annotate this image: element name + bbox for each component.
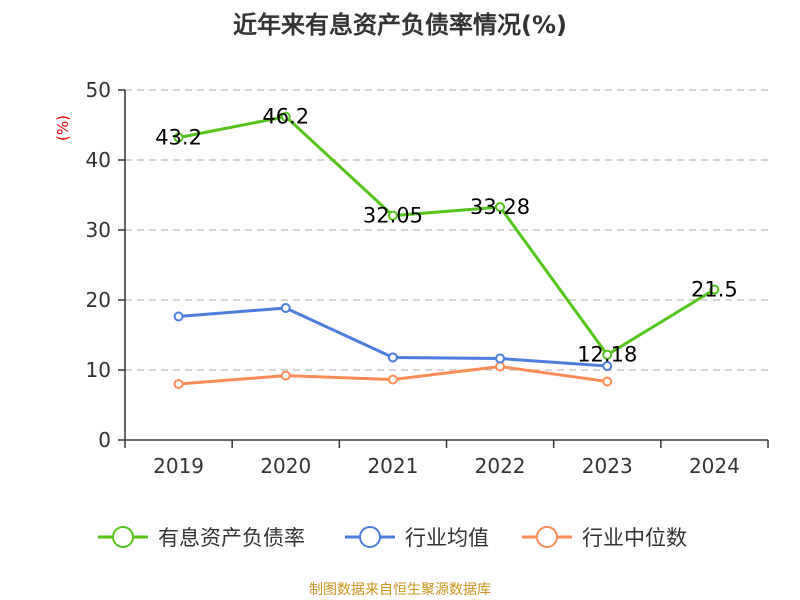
legend-label: 有息资产负债率 bbox=[158, 526, 305, 550]
data-point bbox=[495, 361, 506, 372]
data-point bbox=[709, 284, 720, 295]
data-point bbox=[280, 111, 291, 122]
y-tick-label: 40 bbox=[86, 148, 111, 172]
data-label: 43.2 bbox=[155, 126, 202, 150]
data-point bbox=[495, 353, 506, 364]
y-axis-label: (%) bbox=[54, 115, 72, 141]
data-label: 46.2 bbox=[262, 105, 309, 129]
data-label: 12.18 bbox=[577, 343, 637, 367]
x-tick-label: 2023 bbox=[582, 454, 633, 478]
y-tick-label: 50 bbox=[86, 78, 111, 102]
data-point bbox=[495, 202, 506, 213]
data-point bbox=[280, 302, 291, 313]
data-label: 21.5 bbox=[691, 278, 738, 302]
data-point bbox=[387, 352, 398, 363]
legend-marker bbox=[112, 526, 134, 548]
source-note: 制图数据来自恒生聚源数据库 bbox=[309, 582, 491, 598]
x-tick-label: 2019 bbox=[153, 454, 204, 478]
legend-label: 行业中位数 bbox=[582, 526, 687, 550]
data-point bbox=[602, 361, 613, 372]
x-tick-label: 2021 bbox=[367, 454, 418, 478]
data-point bbox=[602, 376, 613, 387]
y-tick-label: 30 bbox=[86, 218, 111, 242]
chart-title: 近年来有息资产负债率情况(%) bbox=[233, 11, 567, 39]
data-point bbox=[602, 349, 613, 360]
data-point bbox=[173, 311, 184, 322]
y-tick-label: 0 bbox=[98, 428, 111, 452]
legend-label: 行业均值 bbox=[405, 526, 489, 550]
legend-marker bbox=[359, 526, 381, 548]
data-point bbox=[173, 379, 184, 389]
data-point bbox=[387, 210, 398, 221]
data-point bbox=[387, 374, 398, 385]
legend-marker bbox=[536, 526, 558, 548]
x-tick-label: 2020 bbox=[260, 454, 311, 478]
y-tick-label: 10 bbox=[86, 358, 111, 382]
y-tick-label: 20 bbox=[86, 288, 111, 312]
data-label: 33.28 bbox=[470, 195, 530, 219]
x-tick-label: 2022 bbox=[475, 454, 526, 478]
data-point bbox=[173, 132, 184, 143]
data-point bbox=[280, 370, 291, 381]
x-tick-label: 2024 bbox=[689, 454, 740, 478]
series-line bbox=[178, 114, 716, 357]
data-label: 32.05 bbox=[363, 204, 423, 228]
